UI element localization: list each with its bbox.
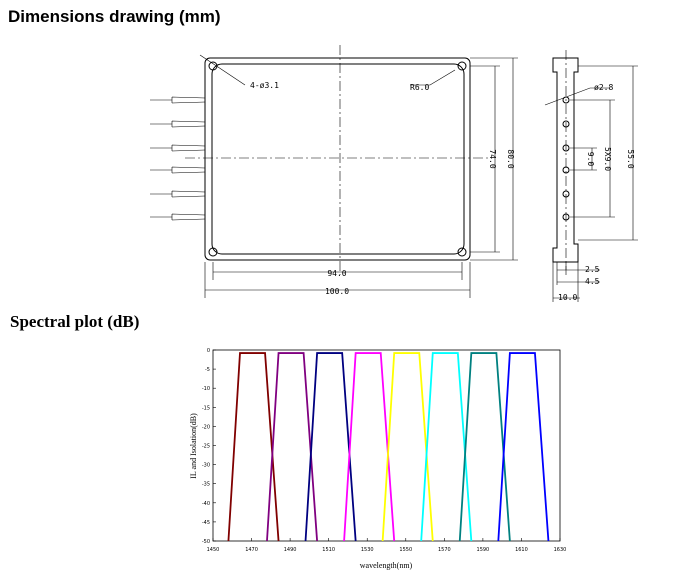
- hole-label: 4-ø3.1: [250, 81, 279, 90]
- x-tick-label: 1490: [284, 547, 297, 553]
- y-tick-label: -5: [205, 367, 210, 373]
- y-tick-label: -40: [202, 501, 210, 507]
- dim-label: 5X9.0: [603, 147, 612, 171]
- spectrum-line: [304, 352, 357, 542]
- dim-label: 9.0: [586, 152, 595, 167]
- y-tick-label: -50: [202, 539, 210, 545]
- dim-label: 2.5: [585, 265, 600, 274]
- dim-label: 94.0: [327, 269, 346, 278]
- dim-label: 100.0: [325, 287, 349, 296]
- spectrum-line: [497, 352, 550, 542]
- x-tick-label: 1630: [554, 547, 567, 553]
- y-tick-label: 0: [207, 348, 210, 354]
- y-tick-label: -25: [202, 444, 210, 450]
- spectrum-line: [420, 352, 473, 542]
- x-tick-label: 1570: [438, 547, 451, 553]
- spectrum-line: [343, 352, 396, 542]
- dim-label: 10.0: [558, 293, 577, 302]
- plot: 0 -5 -10 -15 -20 -25 -30 -35 -40 -45 -50 1450 1470 14…: [202, 348, 567, 553]
- x-tick-label: 1610: [515, 547, 528, 553]
- dim-label: 4.5: [585, 277, 600, 286]
- y-tick-label: -10: [202, 386, 210, 392]
- x-tick-label: 1450: [207, 547, 220, 553]
- x-tick-label: 1590: [477, 547, 490, 553]
- spectrum-line: [266, 352, 318, 542]
- x-tick-label: 1550: [399, 547, 412, 553]
- y-axis-label: IL and Isolation(dB): [189, 413, 198, 479]
- spectrum-line: [381, 352, 434, 542]
- x-tick-label: 1510: [322, 547, 335, 553]
- y-tick-label: -30: [202, 463, 210, 469]
- dim-label: 55.0: [626, 149, 635, 168]
- heading: Dimensions drawing (mm): [8, 7, 221, 26]
- y-tick-label: -20: [202, 424, 210, 430]
- x-tick-label: 1530: [361, 547, 374, 553]
- radius-label: R6.0: [410, 83, 429, 92]
- chart-title: Spectral plot (dB): [10, 312, 139, 331]
- spectrum-line: [227, 352, 280, 542]
- dim-label: 80.0: [506, 149, 515, 168]
- dim-label: 74.0: [488, 149, 497, 168]
- y-tick-label: -35: [202, 482, 210, 488]
- side-view: ø2.8 9.0 5X9.0 55.0 2.5 4.5 10.0: [544, 50, 638, 302]
- front-view: 4-ø3.1 R6.0 94.0 100.0 74.0 80.0: [150, 45, 518, 298]
- y-tick-label: -15: [202, 405, 210, 411]
- spectrum-line: [458, 352, 511, 542]
- x-tick-label: 1470: [245, 547, 258, 553]
- dim-label: ø2.8: [594, 83, 613, 92]
- x-axis-label: wavelength(nm): [360, 561, 413, 570]
- y-tick-label: -45: [202, 520, 210, 526]
